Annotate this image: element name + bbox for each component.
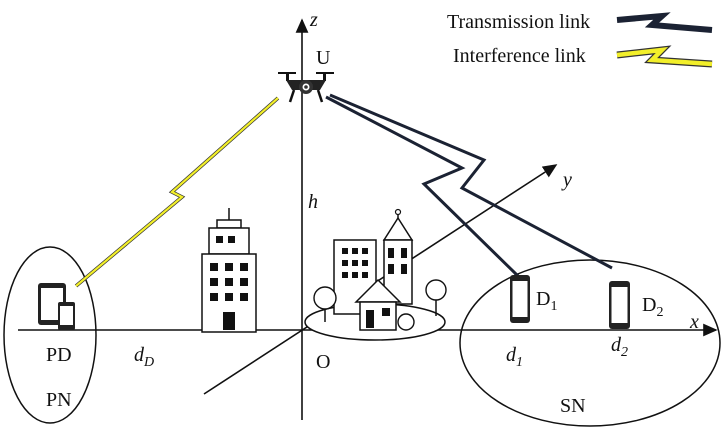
secondary-network-label: SN [560, 395, 586, 417]
axes [18, 20, 716, 420]
device1-label: D1 [536, 288, 557, 314]
tablet-phone-icon [38, 283, 75, 330]
y-axis [204, 165, 556, 394]
distance-d2-label: d2 [611, 334, 628, 360]
primary-device-label: PD [46, 344, 72, 366]
x-axis-label: x [689, 311, 699, 333]
distance-d1-label: d1 [506, 344, 523, 370]
distance-d-label: dD [134, 344, 154, 370]
smartphone-icon [609, 281, 630, 329]
secondary-network-ellipse [460, 260, 720, 426]
origin-label: O [316, 351, 330, 373]
z-axis-label: z [309, 9, 318, 31]
legend-transmission-label: Transmission link [447, 11, 590, 33]
height-label: h [308, 191, 318, 213]
y-axis-label: y [561, 169, 572, 191]
uav-label: U [316, 47, 331, 69]
town-icon [305, 210, 446, 341]
office-building-icon [202, 208, 256, 332]
legend-interference-label: Interference link [453, 45, 586, 67]
legend-transmission-bolt [617, 16, 712, 30]
device2-label: D2 [642, 294, 663, 320]
drone-icon [278, 72, 334, 102]
primary-network-label: PN [46, 389, 72, 411]
smartphone-icon [510, 275, 530, 323]
legend: Transmission link Interference link [447, 11, 712, 67]
